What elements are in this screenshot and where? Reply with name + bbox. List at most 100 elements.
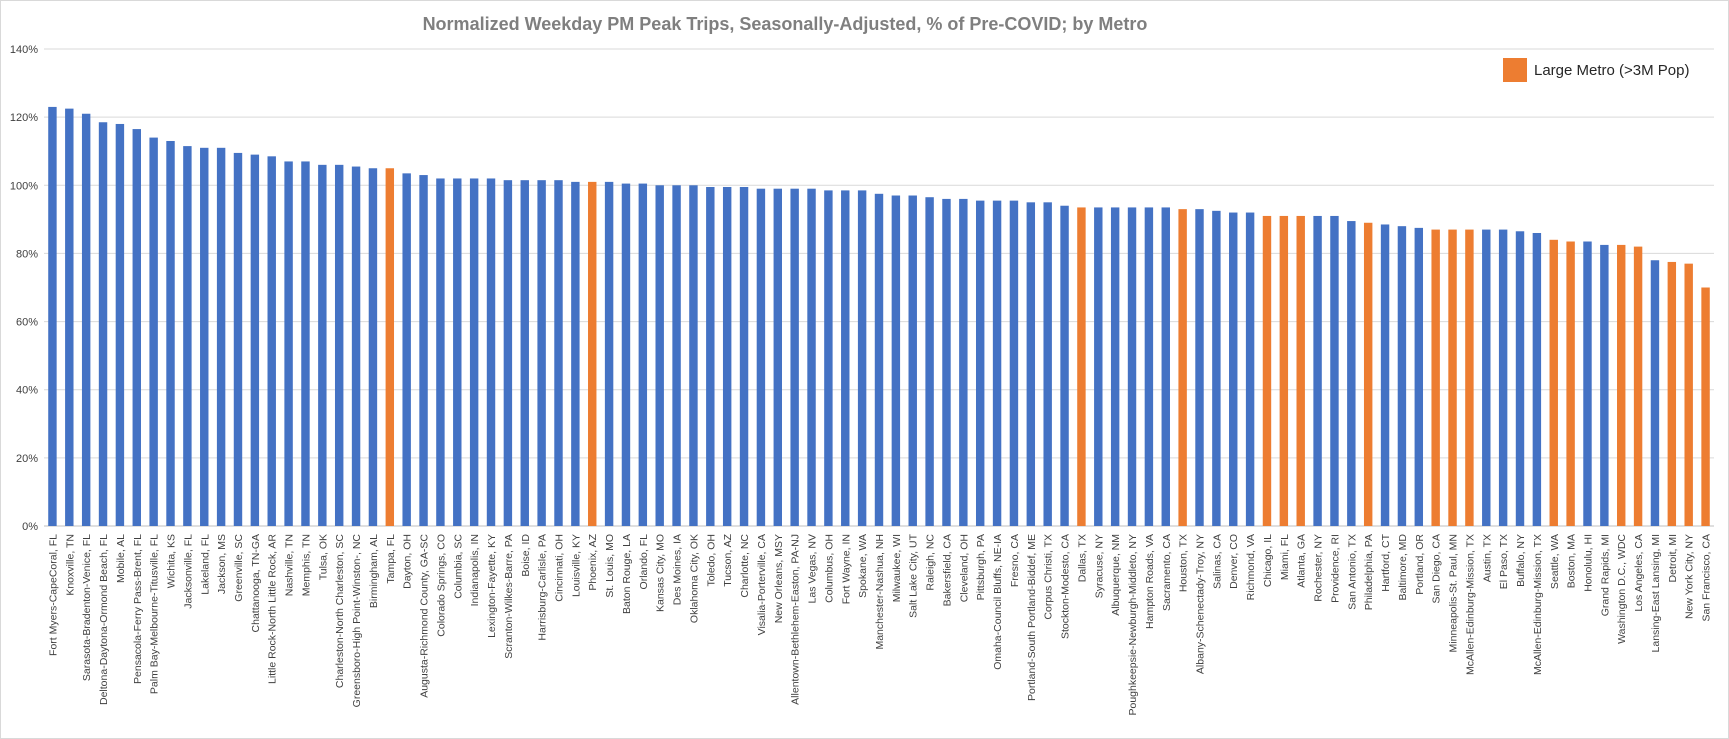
bar	[773, 188, 782, 526]
bar	[604, 181, 614, 526]
x-category-label: Houston, TX	[1178, 534, 1190, 592]
x-category-label: Bakersfield, CA	[941, 534, 953, 606]
bar	[1026, 202, 1036, 526]
x-category-label: Miami, FL	[1279, 534, 1291, 580]
chart-title: Normalized Weekday PM Peak Trips, Season…	[423, 14, 1148, 34]
x-category-label: El Paso, TX	[1498, 534, 1510, 589]
bar	[857, 190, 867, 526]
bar	[1650, 260, 1660, 526]
x-category-label: Memphis, TN	[300, 534, 312, 596]
bar	[1347, 221, 1356, 526]
y-axis-ticks: 0% 20% 40% 60% 80% 100% 120% 140%	[10, 44, 38, 533]
x-category-label: Minneapolis-St. Paul, MN	[1448, 534, 1460, 652]
x-category-label: Philadelphia, PA	[1363, 534, 1375, 610]
bar	[925, 197, 934, 526]
x-category-label: Birmingham, AL	[368, 534, 380, 608]
x-category-label: Manchester-Nashua, NH	[874, 534, 886, 650]
x-category-label: Hartford, CT	[1380, 533, 1392, 591]
x-category-label: Chicago, IL	[1262, 534, 1274, 587]
x-category-label: Fort Myers-CapeCoral, FL	[47, 534, 59, 656]
bar	[790, 188, 799, 526]
bar	[1633, 246, 1643, 527]
bar	[81, 113, 91, 527]
x-category-label: Baton Rouge, LA	[621, 534, 633, 614]
bar	[1127, 207, 1137, 526]
bar	[453, 178, 462, 526]
x-category-label: Richmond, VA	[1245, 534, 1257, 600]
bar	[1110, 207, 1120, 526]
bar	[1212, 210, 1221, 526]
bar	[588, 181, 597, 526]
x-category-label: Spokane, WA	[857, 534, 869, 598]
x-category-label: Columbus, OH	[823, 534, 835, 603]
x-category-label: Stockton-Modesto, CA	[1060, 534, 1072, 639]
bar	[402, 173, 411, 527]
x-category-label: Rochester, NY	[1313, 534, 1325, 602]
x-category-label: Colorado Springs, CO	[435, 534, 447, 637]
bar	[149, 137, 158, 526]
x-category-label: Nashville, TN	[284, 534, 296, 596]
x-category-label: Pensacola-Ferry Pass-Brent, FL	[132, 534, 144, 684]
x-category-label: San Francisco, CA	[1701, 534, 1713, 622]
x-category-label: Wichita, KS	[166, 534, 178, 588]
bar	[385, 168, 395, 526]
x-category-label: Charlotte, NC	[739, 534, 751, 598]
x-category-label: Phoenix, AZ	[587, 533, 599, 590]
x-category-label: Knoxville, TN	[64, 534, 76, 596]
bar	[1465, 229, 1474, 526]
x-category-label: Greensboro-High Point-Winston-, NC	[351, 534, 363, 708]
bar	[334, 164, 344, 526]
bar	[655, 185, 664, 527]
bar	[48, 106, 57, 527]
bar	[992, 200, 1002, 526]
x-category-label: Las Vegas, NV	[807, 534, 819, 603]
x-category-label: Des Moines, IA	[672, 534, 684, 605]
bar	[284, 161, 293, 526]
y-tick-label: 0%	[22, 521, 38, 533]
x-category-label: Albany-Schenectady-Troy, NY	[1195, 534, 1207, 674]
x-category-label: New York City, NY	[1684, 534, 1696, 619]
x-category-label: Cincinnati, OH	[553, 534, 565, 602]
x-category-label: Greenville, SC	[233, 534, 245, 602]
x-category-label: Louisville, KY	[570, 534, 582, 597]
x-category-label: Denver, CO	[1228, 534, 1240, 589]
bar	[250, 154, 260, 526]
x-category-label: Palm Bay-Melbourne-Titusville, FL	[149, 534, 161, 694]
y-tick-label: 20%	[16, 453, 38, 465]
bar	[706, 186, 715, 527]
x-category-label: Detroit, MI	[1667, 534, 1679, 582]
bar	[200, 147, 209, 526]
x-category-label: Syracuse, NY	[1093, 534, 1105, 598]
bar	[1684, 263, 1693, 526]
x-category-label: Dayton, OH	[402, 534, 414, 589]
bar	[621, 183, 631, 526]
bar	[1397, 226, 1407, 527]
bar	[824, 190, 833, 526]
x-category-label: Oklahoma City, OK	[688, 534, 700, 623]
bar	[65, 108, 74, 527]
bar	[115, 123, 125, 527]
bar	[1077, 207, 1086, 526]
bar	[874, 193, 884, 527]
bar	[554, 180, 563, 526]
bar	[1380, 224, 1390, 526]
bar	[841, 190, 850, 526]
x-category-label: Columbia, SC	[452, 534, 464, 599]
bar	[1330, 215, 1339, 526]
bar	[807, 188, 816, 526]
x-category-label: New Orleans, MSY	[773, 534, 785, 623]
x-category-label: Jackson, MS	[216, 534, 228, 594]
x-category-label: St. Louis, MO	[604, 534, 616, 598]
bar	[1566, 241, 1575, 526]
legend-label: Large Metro (>3M Pop)	[1534, 62, 1690, 79]
bar	[469, 178, 479, 526]
bar	[1583, 241, 1592, 526]
x-category-label: Honolulu, HI	[1582, 534, 1594, 592]
bar	[739, 186, 749, 527]
bar	[756, 188, 766, 526]
x-category-label: Dallas, TX	[1076, 534, 1088, 582]
bar	[1313, 215, 1322, 526]
x-category-label: San Diego, CA	[1431, 534, 1443, 603]
x-category-label: Tampa, FL	[385, 534, 397, 584]
